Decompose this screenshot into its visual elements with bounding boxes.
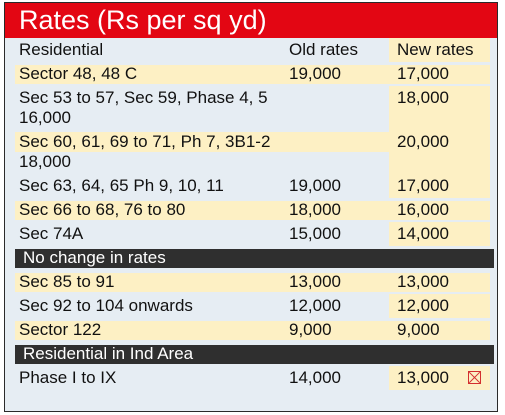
table-row: Sec 66 to 68, 76 to 80 18,000 16,000 <box>5 198 497 222</box>
table-row: Sec 74A 15,000 14,000 <box>5 222 497 246</box>
header-row: Residential Old rates New rates <box>5 38 497 62</box>
row-old-rate: 19,000 <box>289 176 341 195</box>
row-area: Sector 122 <box>19 320 102 339</box>
section-label: No change in rates <box>23 248 166 267</box>
row-new-rate: 17,000 <box>397 64 449 83</box>
header-area: Residential <box>19 40 104 59</box>
row-old-rate: 19,000 <box>289 64 341 83</box>
table-title: Rates (Rs per sq yd) <box>5 3 497 38</box>
section-header-no-change: No change in rates <box>5 246 497 270</box>
row-old-rate: 15,000 <box>289 224 341 243</box>
row-new-rate: 18,000 <box>397 88 449 107</box>
row-area: Phase I to IX <box>19 368 117 387</box>
table-row: Sec 92 to 104 onwards 12,000 12,000 <box>5 294 497 318</box>
row-old-rate: 13,000 <box>289 272 341 291</box>
table-row: Sec 63, 64, 65 Ph 9, 10, 11 19,000 17,00… <box>5 174 497 198</box>
row-area: Sec 74A <box>19 224 84 243</box>
table-row: Sector 122 9,000 9,000 <box>5 318 497 342</box>
row-area: Sec 92 to 104 onwards <box>19 296 193 315</box>
row-old-rate: 18,000 <box>289 200 341 219</box>
row-area: Sec 66 to 68, 76 to 80 <box>19 200 186 219</box>
header-new-rates: New rates <box>397 40 474 59</box>
header-old-rates: Old rates <box>289 40 358 59</box>
row-new-rate: 16,000 <box>397 200 449 219</box>
row-old-rate: 12,000 <box>289 296 341 315</box>
row-new-rate: 13,000 <box>397 368 449 387</box>
table-row: Phase I to IX 14,000 13,000 <box>5 366 497 390</box>
row-new-rate: 12,000 <box>397 296 449 315</box>
row-new-rate: 17,000 <box>397 176 449 195</box>
row-new-rate: 9,000 <box>397 320 440 339</box>
row-new-rate: 13,000 <box>397 272 449 291</box>
row-area: Sec 60, 61, 69 to 71, Ph 7, 3B1-2 18,000 <box>19 132 271 171</box>
row-old-rate: 9,000 <box>289 320 332 339</box>
broken-image-icon <box>468 371 481 384</box>
row-new-rate: 14,000 <box>397 224 449 243</box>
row-new-rate: 20,000 <box>397 132 449 151</box>
row-area: Sec 63, 64, 65 Ph 9, 10, 11 <box>19 176 224 195</box>
row-old-rate: 14,000 <box>289 368 341 387</box>
table-row: Sec 60, 61, 69 to 71, Ph 7, 3B1-2 18,000… <box>5 130 497 174</box>
row-area: Sector 48, 48 C <box>19 64 138 83</box>
section-label: Residential in Ind Area <box>23 344 194 363</box>
section-header-ind-area: Residential in Ind Area <box>5 342 497 366</box>
row-area: Sec 85 to 91 <box>19 272 115 291</box>
table-row: Sec 85 to 91 13,000 13,000 <box>5 270 497 294</box>
rates-table: Residential Old rates New rates Sector 4… <box>5 38 497 390</box>
table-row: Sector 48, 48 C 19,000 17,000 <box>5 62 497 86</box>
rates-table-card: Rates (Rs per sq yd) Residential Old rat… <box>4 2 498 412</box>
row-area: Sec 53 to 57, Sec 59, Phase 4, 5 16,000 <box>19 88 268 127</box>
table-row: Sec 53 to 57, Sec 59, Phase 4, 5 16,000 … <box>5 86 497 130</box>
